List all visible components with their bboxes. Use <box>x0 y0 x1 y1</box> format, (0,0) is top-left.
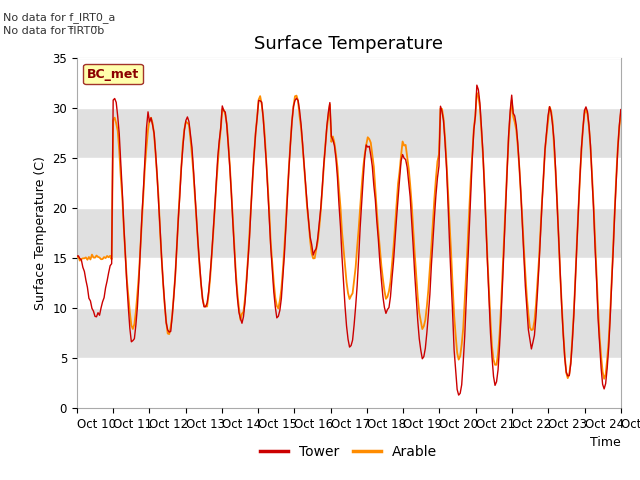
Bar <box>77 208 621 258</box>
X-axis label: Time: Time <box>590 436 621 449</box>
Tower <box>311 248 319 254</box>
Line: Arable: Arable <box>77 93 621 379</box>
Line: Tower: Tower <box>77 85 621 395</box>
Legend: Tower, Arable: Tower, Arable <box>255 439 443 464</box>
Arable <box>311 255 319 261</box>
Arable <box>253 115 261 120</box>
Arable <box>262 157 270 163</box>
Bar <box>77 308 621 358</box>
Title: Surface Temperature: Surface Temperature <box>254 35 444 53</box>
Tower <box>235 310 243 315</box>
Text: No data for f̅IRT0̅b: No data for f̅IRT0̅b <box>3 26 104 36</box>
Arable <box>235 305 243 311</box>
Tower <box>589 205 597 211</box>
Y-axis label: Surface Temperature (C): Surface Temperature (C) <box>34 156 47 310</box>
Bar <box>77 58 621 108</box>
Arable <box>617 111 625 117</box>
Tower <box>473 82 481 88</box>
Tower <box>253 115 261 121</box>
Tower <box>617 107 625 112</box>
Tower <box>73 253 81 259</box>
Tower <box>140 185 147 191</box>
Arable <box>73 254 81 260</box>
Tower <box>262 158 270 164</box>
Bar <box>77 158 621 208</box>
Arable <box>140 192 147 198</box>
Arable <box>473 90 481 96</box>
Bar <box>77 358 621 408</box>
Tower <box>455 392 463 398</box>
Bar <box>77 258 621 308</box>
Arable <box>600 376 608 382</box>
Bar <box>77 108 621 158</box>
Text: No data for f_IRT0_a: No data for f_IRT0_a <box>3 12 116 23</box>
Arable <box>588 171 596 177</box>
